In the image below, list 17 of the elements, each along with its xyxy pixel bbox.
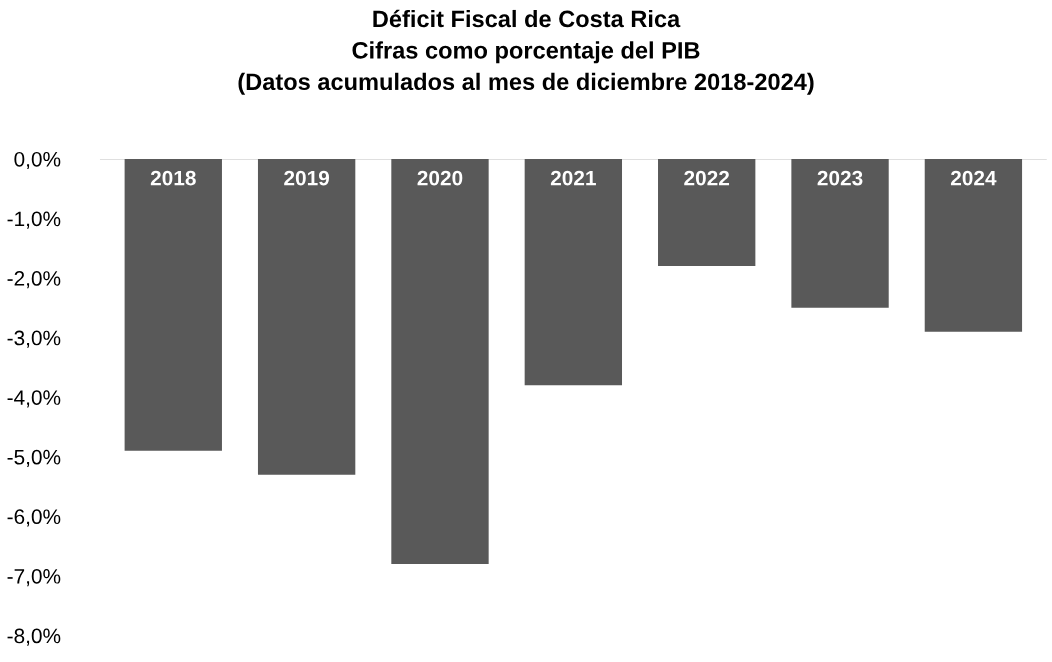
- y-tick-label: -7,0%: [7, 568, 61, 587]
- x-tick-label: 2023: [817, 170, 863, 186]
- y-tick-label: -1,0%: [7, 211, 61, 229]
- y-tick-label: 0,0%: [14, 151, 61, 170]
- y-tick-label: -6,0%: [7, 509, 61, 527]
- y-tick-label: -4,0%: [7, 390, 61, 408]
- y-tick-label: -2,0%: [7, 271, 61, 289]
- x-tick-label: 2020: [417, 170, 463, 186]
- x-tick-label: 2019: [284, 170, 330, 186]
- y-tick-label: -5,0%: [7, 449, 61, 467]
- x-tick-label: 2024: [950, 170, 997, 186]
- y-tick-label: -3,0%: [7, 330, 61, 348]
- x-tick-label: 2021: [550, 170, 596, 186]
- x-tick-label: 2018: [150, 170, 196, 186]
- chart-title: Déficit Fiscal de Costa Rica Cifras como porcentaje del PIB (Datos acumulados al mes de diciembre 2018-2024): [238, 9, 814, 95]
- y-tick-label: -8,0%: [7, 628, 61, 646]
- x-tick-label: 2022: [684, 170, 730, 186]
